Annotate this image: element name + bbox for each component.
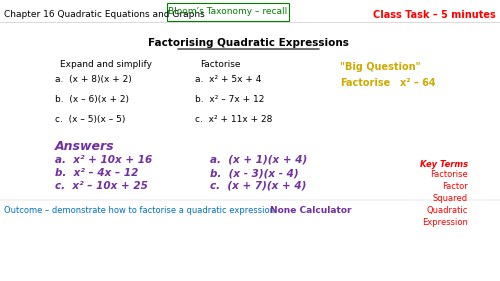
Text: a.  (x + 1)(x + 4): a. (x + 1)(x + 4) — [210, 155, 307, 165]
FancyBboxPatch shape — [167, 3, 289, 21]
Text: c.  x² + 11x + 28: c. x² + 11x + 28 — [195, 115, 272, 124]
Text: Expand and simplify: Expand and simplify — [60, 60, 152, 69]
Text: Factorise: Factorise — [200, 60, 240, 69]
Text: Squared: Squared — [433, 194, 468, 203]
Text: b.  (x - 3)(x - 4): b. (x - 3)(x - 4) — [210, 168, 298, 178]
Text: Key Terms: Key Terms — [420, 160, 468, 169]
Text: a.  (x + 8)(x + 2): a. (x + 8)(x + 2) — [55, 75, 132, 84]
Text: x² – 64: x² – 64 — [400, 78, 436, 88]
Text: "Big Question": "Big Question" — [340, 62, 420, 72]
Text: b.  x² – 4x – 12: b. x² – 4x – 12 — [55, 168, 138, 178]
Text: a.  x² + 5x + 4: a. x² + 5x + 4 — [195, 75, 262, 84]
Text: a.  x² + 10x + 16: a. x² + 10x + 16 — [55, 155, 152, 165]
Text: Answers: Answers — [55, 140, 114, 153]
Text: Chapter 16 Quadratic Equations and Graphs: Chapter 16 Quadratic Equations and Graph… — [4, 10, 205, 19]
Text: Factorise: Factorise — [430, 170, 468, 179]
Text: Bloom’s Taxonomy – recall: Bloom’s Taxonomy – recall — [168, 8, 288, 17]
Text: None Calculator: None Calculator — [270, 206, 351, 215]
Text: c.  (x – 5)(x – 5): c. (x – 5)(x – 5) — [55, 115, 126, 124]
Text: Expression: Expression — [422, 218, 468, 227]
Text: c.  x² – 10x + 25: c. x² – 10x + 25 — [55, 181, 148, 191]
Text: Quadratic: Quadratic — [426, 206, 468, 215]
Text: c.  (x + 7)(x + 4): c. (x + 7)(x + 4) — [210, 181, 306, 191]
Text: Outcome – demonstrate how to factorise a quadratic expression: Outcome – demonstrate how to factorise a… — [4, 206, 275, 215]
Text: b.  (x – 6)(x + 2): b. (x – 6)(x + 2) — [55, 95, 129, 104]
Text: Factorise: Factorise — [340, 78, 390, 88]
Text: Class Task – 5 minutes: Class Task – 5 minutes — [373, 10, 496, 20]
Text: b.  x² – 7x + 12: b. x² – 7x + 12 — [195, 95, 264, 104]
Text: Factor: Factor — [442, 182, 468, 191]
Text: Factorising Quadratic Expressions: Factorising Quadratic Expressions — [148, 38, 348, 48]
